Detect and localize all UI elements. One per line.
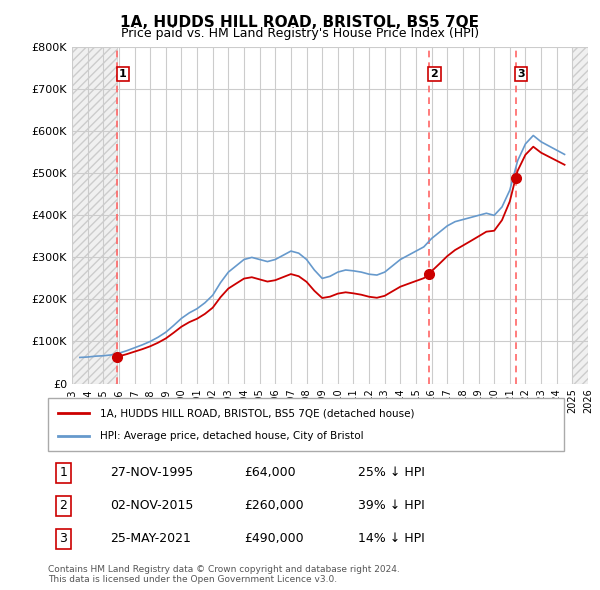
FancyBboxPatch shape <box>48 398 564 451</box>
Text: Contains HM Land Registry data © Crown copyright and database right 2024.
This d: Contains HM Land Registry data © Crown c… <box>48 565 400 584</box>
Text: £260,000: £260,000 <box>244 499 304 513</box>
Text: 14% ↓ HPI: 14% ↓ HPI <box>358 532 424 546</box>
Text: 1: 1 <box>59 466 67 480</box>
Text: £490,000: £490,000 <box>244 532 304 546</box>
Text: HPI: Average price, detached house, City of Bristol: HPI: Average price, detached house, City… <box>100 431 363 441</box>
Text: £64,000: £64,000 <box>244 466 296 480</box>
Text: 2: 2 <box>59 499 67 513</box>
Text: 1: 1 <box>119 69 127 79</box>
Text: 02-NOV-2015: 02-NOV-2015 <box>110 499 193 513</box>
Text: 25% ↓ HPI: 25% ↓ HPI <box>358 466 424 480</box>
Text: 3: 3 <box>59 532 67 546</box>
Text: 39% ↓ HPI: 39% ↓ HPI <box>358 499 424 513</box>
Text: 3: 3 <box>517 69 525 79</box>
Text: 1A, HUDDS HILL ROAD, BRISTOL, BS5 7QE: 1A, HUDDS HILL ROAD, BRISTOL, BS5 7QE <box>121 15 479 30</box>
Text: 27-NOV-1995: 27-NOV-1995 <box>110 466 193 480</box>
Text: Price paid vs. HM Land Registry's House Price Index (HPI): Price paid vs. HM Land Registry's House … <box>121 27 479 40</box>
Text: 1A, HUDDS HILL ROAD, BRISTOL, BS5 7QE (detached house): 1A, HUDDS HILL ROAD, BRISTOL, BS5 7QE (d… <box>100 408 414 418</box>
Text: 25-MAY-2021: 25-MAY-2021 <box>110 532 191 546</box>
Text: 2: 2 <box>431 69 438 79</box>
